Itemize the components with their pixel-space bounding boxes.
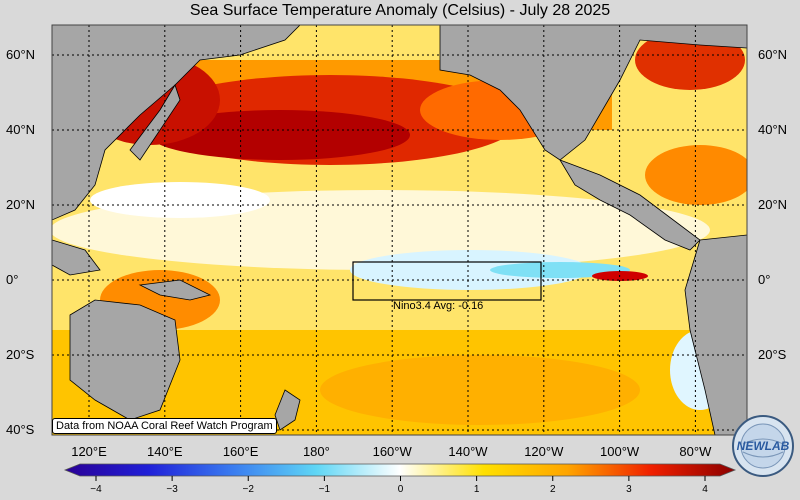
colorbar-tick-label: 0 (397, 484, 404, 495)
warm-anomaly-caribbean (645, 145, 747, 205)
nino34-box (352, 261, 542, 301)
longitude-label: 140°E (147, 444, 183, 459)
colorbar-tick-label: 2 (549, 484, 556, 495)
colorbar-tick-label: 3 (626, 484, 632, 495)
svg-text:NEWLAB: NEWLAB (737, 439, 790, 453)
land-asia (52, 25, 301, 221)
latitude-label-right: 0° (758, 272, 771, 287)
longitude-label: 160°E (222, 444, 259, 459)
land-japan (129, 84, 181, 161)
latitude-label-right: 20°S (758, 347, 787, 362)
land-south-america (684, 234, 747, 435)
latitude-label-left: 0° (6, 272, 19, 287)
colorbar-tick-marks (95, 476, 706, 481)
longitude-label: 120°W (524, 444, 564, 459)
logo-globe-icon: NEWLAB (732, 415, 794, 477)
latitude-label-right: 60°N (758, 47, 788, 62)
colorbar-tick-label: −1 (318, 484, 331, 495)
latitude-label-left: 20°S (6, 347, 35, 362)
map-area (52, 25, 747, 435)
colorbar-tick-label: −2 (242, 484, 254, 495)
map-frame (51, 24, 748, 436)
land-australia (69, 299, 181, 421)
colorbar-tick-label: −3 (166, 484, 178, 495)
latitude-label-right: 40°N (758, 122, 788, 137)
land-north-america (439, 25, 747, 161)
longitude-label: 100°W (600, 444, 640, 459)
latitude-label-right: 20°N (758, 197, 788, 212)
longitude-label: 180° (302, 444, 330, 459)
longitude-label: 120°E (71, 444, 107, 459)
lab-logo: NEWLAB (731, 414, 795, 483)
latitude-label-left: 40°S (6, 422, 35, 437)
longitude-label: 160°W (372, 444, 412, 459)
nino34-average-label: Nino3.4 Avg: -0.16 (393, 300, 484, 312)
land-borneo (52, 239, 101, 276)
cool-anomaly-equator (350, 250, 590, 290)
colorbar-tick-label: 4 (702, 484, 708, 495)
land-new-zealand (274, 389, 301, 431)
colorbar (63, 463, 737, 481)
colorbar-bar (63, 463, 737, 477)
neutral-anomaly-west (90, 182, 270, 218)
map-title: Sea Surface Temperature Anomaly (Celsius… (189, 2, 611, 19)
colorbar-tick-label: 1 (473, 484, 480, 495)
warm-anomaly-south-pacific (320, 355, 640, 425)
land-new-guinea (138, 279, 212, 301)
colorbar-tick-label: −4 (90, 484, 102, 495)
land-masses (52, 25, 747, 435)
longitude-label: 140°W (448, 444, 488, 459)
latitude-label-left: 40°N (6, 122, 36, 137)
latitude-label-left: 20°N (6, 197, 36, 212)
land-central-america (559, 159, 701, 251)
longitude-label: 80°W (679, 444, 712, 459)
very-warm-anomaly-north (150, 110, 410, 160)
latitude-label-left: 60°N (6, 47, 36, 62)
data-credit: Data from NOAA Coral Reef Watch Program (52, 418, 277, 434)
